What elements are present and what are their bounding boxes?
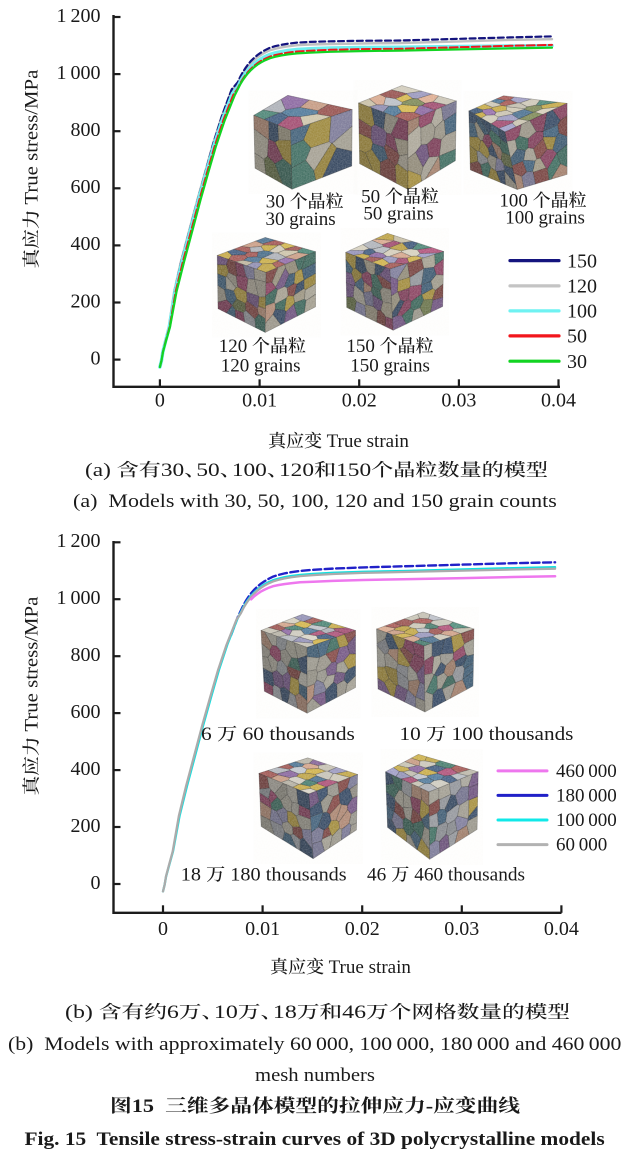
svg-text:800: 800 — [71, 644, 101, 666]
svg-text:0.04: 0.04 — [544, 918, 579, 940]
svg-text:50: 50 — [567, 326, 587, 348]
svg-text:30: 30 — [567, 351, 587, 373]
svg-text:True strain: True strain — [322, 431, 409, 452]
svg-text:0: 0 — [91, 872, 101, 894]
svg-text:0: 0 — [91, 347, 101, 369]
svg-text:(a) Models with 30, 50, 100,: (a) Models with 30, 50, 100, 120 and 150… — [73, 491, 557, 511]
svg-text:18: 18 — [273, 1001, 297, 1022]
svg-text:0.04: 0.04 — [541, 390, 576, 412]
svg-text:50: 50 — [361, 187, 385, 208]
svg-text:120: 120 — [279, 459, 314, 480]
svg-text:150: 150 — [346, 336, 379, 357]
svg-text:180 000: 180 000 — [556, 785, 617, 806]
svg-text:(b) Models with approximately: (b) Models with approximately 60 000, 10… — [8, 1034, 621, 1054]
svg-text:0.01: 0.01 — [245, 918, 280, 940]
svg-text:120 grains: 120 grains — [221, 356, 301, 377]
svg-text:6: 6 — [201, 724, 217, 745]
svg-text:800: 800 — [71, 119, 101, 141]
svg-text:0.02: 0.02 — [342, 390, 377, 412]
svg-text:46: 46 — [367, 865, 391, 886]
svg-text:60 thousands: 60 thousands — [237, 724, 355, 745]
svg-text:100: 100 — [499, 191, 532, 212]
svg-text:120: 120 — [219, 336, 252, 357]
svg-text:400: 400 — [71, 758, 101, 780]
svg-text:6: 6 — [167, 1001, 179, 1022]
svg-text:600: 600 — [71, 176, 101, 198]
svg-text:0.03: 0.03 — [441, 390, 476, 412]
svg-text:0: 0 — [155, 390, 165, 412]
svg-text:200: 200 — [71, 815, 101, 837]
svg-text:0.02: 0.02 — [345, 918, 380, 940]
svg-text:True strain: True strain — [324, 957, 411, 978]
svg-text:10: 10 — [400, 724, 427, 745]
svg-text:-: - — [426, 1096, 434, 1116]
svg-text:100 000: 100 000 — [556, 810, 617, 831]
svg-text:1 000: 1 000 — [57, 587, 101, 609]
svg-text:0: 0 — [158, 918, 168, 940]
svg-text:46: 46 — [342, 1001, 366, 1022]
svg-text:30 grains: 30 grains — [266, 209, 336, 230]
svg-text:0.01: 0.01 — [242, 390, 277, 412]
svg-text:1 000: 1 000 — [57, 62, 101, 84]
svg-text:100 grains: 100 grains — [505, 208, 585, 229]
svg-text:150: 150 — [336, 459, 371, 480]
svg-text:460 000: 460 000 — [556, 761, 617, 782]
svg-text:150 grains: 150 grains — [350, 356, 430, 377]
svg-text:1 200: 1 200 — [57, 5, 101, 27]
svg-text:(b): (b) — [65, 1001, 99, 1022]
svg-text:18: 18 — [181, 865, 206, 885]
svg-text:100: 100 — [567, 301, 597, 323]
svg-text:mesh numbers: mesh numbers — [255, 1065, 375, 1086]
svg-text:Fig. 15 Tensile stress-strain: Fig. 15 Tensile stress-strain curves of … — [25, 1129, 605, 1150]
svg-text:30: 30 — [266, 192, 290, 213]
svg-text:180 thousands: 180 thousands — [225, 865, 346, 885]
svg-text:100: 100 — [232, 459, 267, 480]
svg-text:600: 600 — [71, 701, 101, 723]
svg-text:1 200: 1 200 — [57, 530, 101, 552]
svg-text:0.03: 0.03 — [444, 918, 479, 940]
svg-text:15: 15 — [132, 1096, 165, 1116]
svg-text:50: 50 — [196, 459, 219, 480]
svg-text:True stress/MPa: True stress/MPa — [21, 597, 42, 737]
svg-text:100 thousands: 100 thousands — [446, 724, 573, 745]
svg-text:10: 10 — [214, 1001, 238, 1022]
svg-text:150: 150 — [567, 250, 597, 272]
svg-text:30: 30 — [161, 459, 184, 480]
svg-text:True stress/MPa: True stress/MPa — [21, 70, 42, 210]
svg-text:60 000: 60 000 — [556, 835, 607, 856]
svg-text:120: 120 — [567, 276, 597, 298]
svg-text:200: 200 — [71, 290, 101, 312]
svg-text:460 thousands: 460 thousands — [409, 865, 525, 886]
svg-text:(a): (a) — [85, 459, 117, 480]
svg-text:50 grains: 50 grains — [363, 204, 433, 225]
svg-text:400: 400 — [71, 233, 101, 255]
